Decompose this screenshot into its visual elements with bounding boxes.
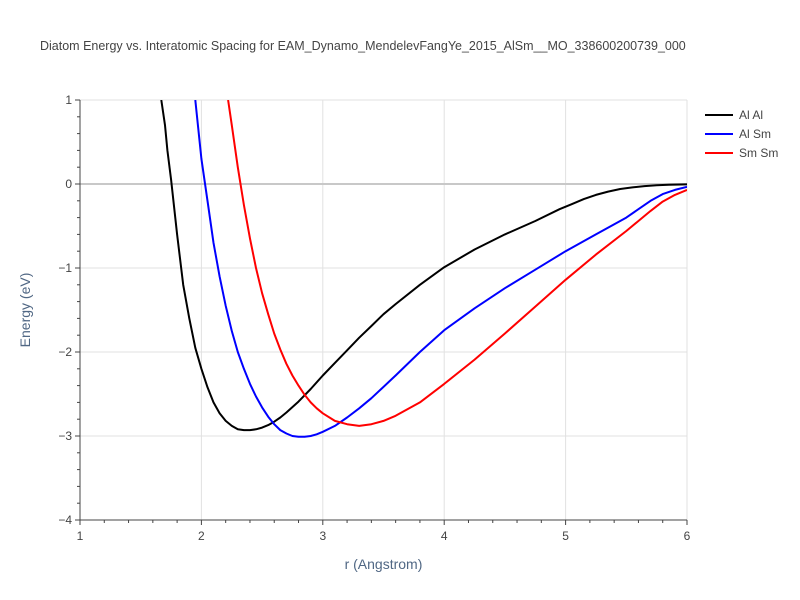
series-lines <box>160 100 687 438</box>
legend: Al Al Al Sm Sm Sm <box>705 108 778 160</box>
y-tick-label: 0 <box>65 177 72 191</box>
y-tick-label: 1 <box>65 93 72 107</box>
x-axis-title: r (Angstrom) <box>345 556 423 572</box>
legend-label: Al Al <box>739 108 763 122</box>
chart-title: Diatom Energy vs. Interatomic Spacing fo… <box>40 39 686 53</box>
y-tick-label: −2 <box>58 345 72 359</box>
y-tick-label: −3 <box>58 429 72 443</box>
legend-label: Al Sm <box>739 127 771 141</box>
x-tick-label: 2 <box>198 529 205 543</box>
y-tick-label: −4 <box>58 513 72 527</box>
y-axis-title: Energy (eV) <box>17 273 33 348</box>
grid-lines <box>80 99 688 520</box>
series-line-al-al <box>160 100 687 432</box>
x-tick-label: 4 <box>441 529 448 543</box>
axes <box>75 99 688 525</box>
y-tick-labels: −4 −3 −2 −1 0 1 <box>58 93 72 527</box>
x-tick-label: 5 <box>562 529 569 543</box>
y-tick-label: −1 <box>58 261 72 275</box>
x-tick-label: 6 <box>684 529 691 543</box>
x-tick-labels: 1 2 3 4 5 6 <box>77 529 691 543</box>
series-line-al-sm <box>194 100 687 438</box>
series-line-sm-sm <box>227 100 687 427</box>
x-tick-label: 1 <box>77 529 84 543</box>
x-tick-label: 3 <box>319 529 326 543</box>
legend-label: Sm Sm <box>739 146 778 160</box>
